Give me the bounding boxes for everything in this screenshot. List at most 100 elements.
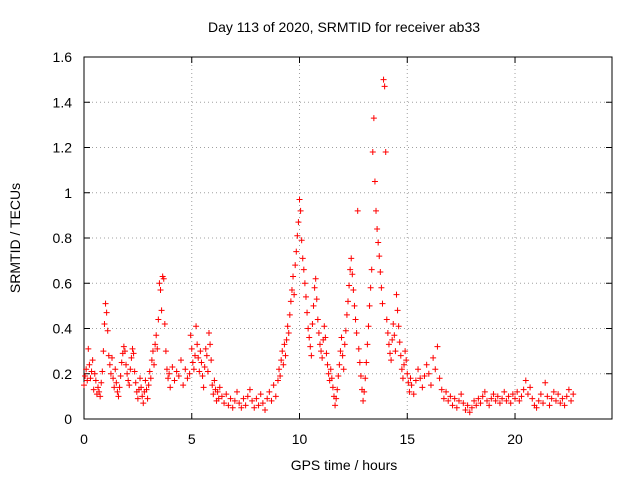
data-point [412,377,419,384]
data-point [155,316,162,323]
data-point [154,345,161,352]
data-point [505,393,512,400]
data-point [171,377,178,384]
data-point [369,149,376,156]
data-point [210,391,217,398]
data-point [404,370,411,377]
data-point [518,393,525,400]
data-point [262,406,269,413]
data-point [143,386,150,393]
data-point [451,395,458,402]
data-point [89,357,96,364]
data-point [324,361,331,368]
data-point [342,327,349,334]
data-point [145,382,152,389]
data-point [277,373,284,380]
data-point [191,352,198,359]
data-point [339,352,346,359]
data-point [419,384,426,391]
data-point [466,409,473,416]
y-tick-label: 0.2 [53,366,73,382]
data-point [292,262,299,269]
data-point [314,316,321,323]
data-point [124,370,131,377]
data-point [311,284,318,291]
data-point [151,361,158,368]
y-tick-label: 1.2 [53,140,73,156]
data-point [473,402,480,409]
data-point [375,239,382,246]
data-point [215,395,222,402]
data-point [175,373,182,380]
data-point [83,366,90,373]
data-point [520,386,527,393]
data-point [286,311,293,318]
data-point [432,366,439,373]
data-point [223,391,230,398]
data-point [366,302,373,309]
data-point [148,357,155,364]
data-point [479,393,486,400]
data-point [85,345,92,352]
data-point [445,397,452,404]
data-point [570,391,577,398]
data-point [111,384,118,391]
data-point [332,402,339,409]
data-point [410,391,417,398]
data-point [182,366,189,373]
data-point [355,345,362,352]
data-point [163,366,170,373]
data-point [165,375,172,382]
data-point [328,375,335,382]
data-point [430,354,437,361]
chart-title: Day 113 of 2020, SRMTID for receiver ab3… [208,19,480,35]
data-point [274,377,281,384]
data-point [84,377,91,384]
data-point [306,334,313,341]
data-point [246,386,253,393]
y-tick-label: 0.4 [53,321,73,337]
data-point [225,402,232,409]
data-point [490,391,497,398]
data-point [299,255,306,262]
data-point [436,375,443,382]
data-point [361,388,368,395]
data-point [449,402,456,409]
x-axis-ticks: 0 5 10 15 20 [80,57,523,447]
data-point [272,393,279,400]
data-point [305,325,312,332]
data-point [101,320,108,327]
data-point [152,341,159,348]
data-point [488,395,495,402]
data-point [399,375,406,382]
x-tick-label: 0 [80,431,88,447]
data-point [113,379,120,386]
data-point [280,361,287,368]
data-point [434,343,441,350]
data-point [287,298,294,305]
data-point [348,255,355,262]
data-point [550,388,557,395]
data-point [251,404,258,411]
data-point [477,400,484,407]
data-point [364,341,371,348]
y-tick-label: 1.4 [53,94,73,110]
data-point [349,271,356,278]
data-points [81,76,577,416]
data-point [338,334,345,341]
data-point [197,348,204,355]
data-point [180,382,187,389]
x-tick-label: 10 [292,431,308,447]
data-point [401,361,408,368]
x-tick-label: 5 [188,431,196,447]
data-point [157,287,164,294]
data-point [563,393,570,400]
data-point [81,382,87,389]
x-tick-label: 15 [399,431,415,447]
data-point [209,382,216,389]
data-point [351,302,358,309]
data-point [343,311,350,318]
data-point [293,248,300,255]
data-point [194,341,201,348]
data-point [370,115,377,122]
